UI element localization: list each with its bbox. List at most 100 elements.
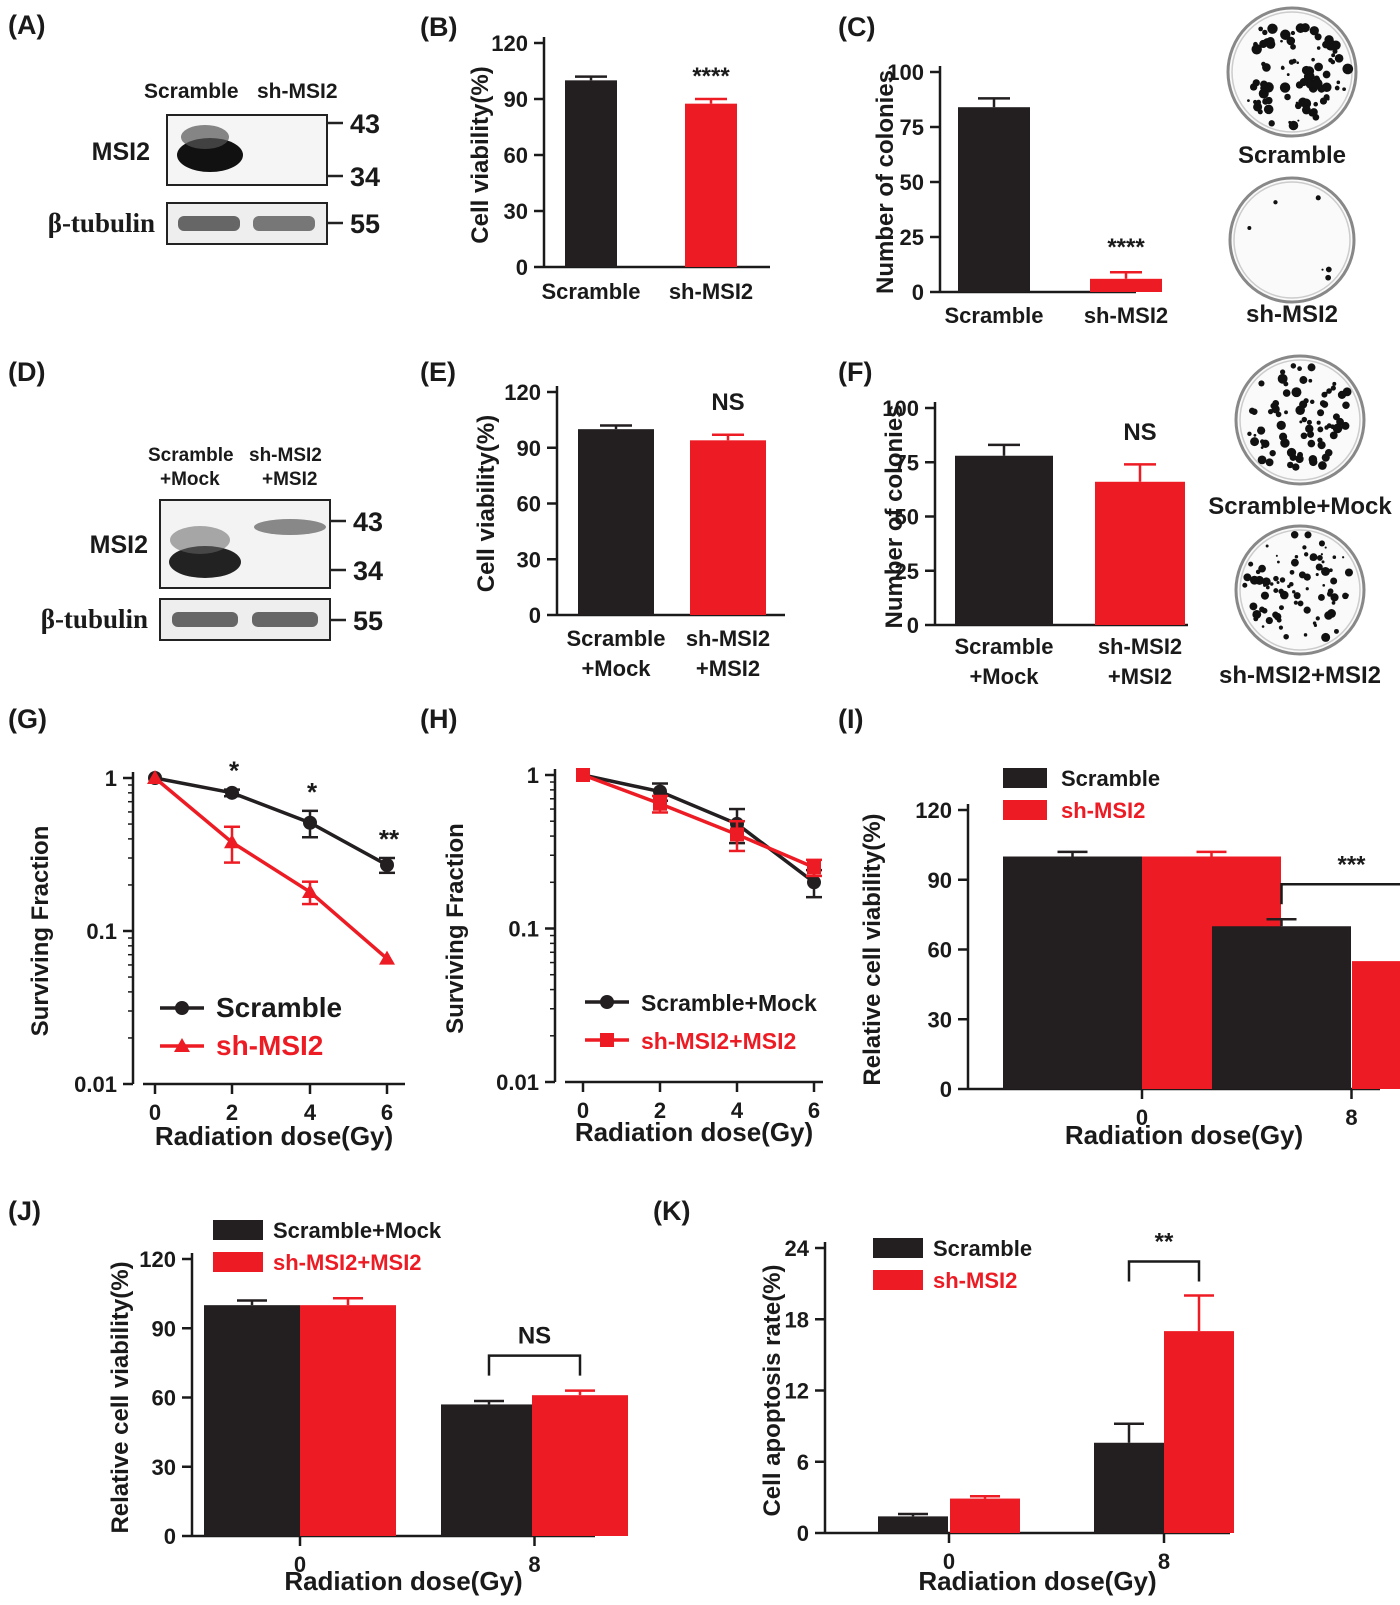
lane-label-scramble-mock-1: Scramble <box>148 445 234 466</box>
colony <box>1294 555 1299 559</box>
error-group <box>600 424 632 430</box>
colony <box>1332 413 1340 421</box>
chart-i: 0 30 60 90 120 Relative cell viability(%) (I) 0… <box>838 704 1400 1150</box>
x-tick-label: 4 <box>304 1100 317 1125</box>
bar <box>1003 856 1142 1089</box>
x-tick-label: 0 <box>577 1098 589 1123</box>
colony <box>1317 409 1325 417</box>
plate-sh-msi2-msi2 <box>1234 524 1366 656</box>
bar <box>300 1305 396 1536</box>
x-tick-label: 8 <box>528 1552 540 1577</box>
colony <box>1258 380 1265 387</box>
colony <box>1315 572 1319 577</box>
colony <box>1295 101 1299 105</box>
colony <box>1258 26 1264 32</box>
blot-msi2-band-mock <box>169 546 241 578</box>
y-axis-label: Surviving Fraction <box>27 826 54 1037</box>
error-group <box>1110 270 1142 279</box>
colony <box>1292 463 1300 471</box>
category-label: +MSI2 <box>1108 664 1172 689</box>
colony <box>1269 582 1274 586</box>
legend-label: Scramble+Mock <box>641 990 817 1016</box>
colony <box>1325 274 1332 281</box>
data-point <box>147 770 163 784</box>
y-axis-label: Cell apoptosis rate(%) <box>759 1264 786 1516</box>
significance-label: NS <box>518 1323 551 1350</box>
significance-label: *** <box>1337 851 1366 878</box>
x-tick-label: 2 <box>226 1100 238 1125</box>
error-group <box>565 1389 595 1396</box>
plate-rim <box>1234 354 1366 486</box>
error-group <box>1266 918 1297 927</box>
error-group <box>237 1299 267 1306</box>
error-group <box>1184 1294 1214 1332</box>
significance-bracket <box>487 1354 582 1376</box>
y-tick-label: 100 <box>882 396 919 421</box>
colony <box>1314 62 1323 72</box>
colony <box>1273 588 1279 594</box>
y-tick-label: 50 <box>900 170 924 195</box>
colony <box>1286 73 1290 76</box>
error-group <box>898 1512 928 1517</box>
row-label-msi2: MSI2 <box>92 138 150 166</box>
data-point <box>576 768 590 782</box>
plate-sh-msi2 <box>1228 176 1356 304</box>
colony <box>1286 447 1297 458</box>
colony <box>1265 544 1269 548</box>
colony <box>1344 568 1353 577</box>
colony <box>1280 29 1291 40</box>
series-line <box>582 773 815 870</box>
y-tick-label: 90 <box>928 868 952 893</box>
y-tick-label: 75 <box>900 115 924 140</box>
colony <box>1249 83 1258 91</box>
colony <box>1326 97 1330 101</box>
plate-rim <box>1228 176 1356 304</box>
colony <box>1298 571 1306 579</box>
colony <box>1265 616 1273 625</box>
y-tick-label: 0.1 <box>86 919 117 944</box>
category-label: Scramble <box>944 303 1043 328</box>
colony <box>1330 577 1338 585</box>
colony <box>1311 78 1323 90</box>
colony <box>1257 426 1266 435</box>
colony <box>1283 633 1289 640</box>
legend-label: sh-MSI2+MSI2 <box>641 1028 796 1054</box>
colony <box>1278 605 1284 611</box>
bar <box>685 103 737 268</box>
y-tick-label: 90 <box>504 87 528 112</box>
panel-label: (I) <box>838 704 863 734</box>
legend-label: sh-MSI2 <box>216 1030 323 1061</box>
y-tick-label: 0 <box>940 1077 952 1102</box>
colony <box>1249 602 1258 611</box>
legend-marker <box>600 995 614 1009</box>
colony <box>1301 65 1311 75</box>
legend-marker <box>174 1038 190 1052</box>
plate-caption-sh-msi2-msi2: sh-MSI2+MSI2 <box>1219 662 1381 689</box>
colony <box>1301 416 1308 423</box>
colony <box>1262 29 1268 36</box>
y-tick-label: 75 <box>895 450 919 475</box>
colony <box>1280 66 1285 70</box>
blot-msi2-band-rescue <box>254 519 326 535</box>
y-tick-label: 0 <box>912 280 924 305</box>
bar <box>878 1516 948 1533</box>
colony <box>1247 99 1250 103</box>
colony <box>1252 610 1262 619</box>
colony <box>1330 593 1339 602</box>
y-tick-label: 30 <box>152 1455 176 1480</box>
colony <box>1276 420 1286 430</box>
plate-caption-scramble: Scramble <box>1238 142 1346 169</box>
blot-tubulin-band-d2 <box>252 612 318 627</box>
panel-a-western-blot: (A) Scramble sh-MSI2 MSI2 β-tubulin 43 3… <box>8 10 380 245</box>
legend-label: Scramble <box>1061 766 1160 791</box>
blot-tubulin-band-d1 <box>172 612 238 627</box>
significance-label: **** <box>1107 234 1145 261</box>
y-axis-label: Cell viability(%) <box>467 66 494 243</box>
colony <box>1321 632 1331 642</box>
colony <box>1251 44 1262 55</box>
colony <box>1295 405 1305 416</box>
colony <box>1320 553 1323 556</box>
error-group <box>1124 463 1156 482</box>
x-tick-label: 0 <box>149 1100 161 1125</box>
y-tick-label: 25 <box>900 225 924 250</box>
